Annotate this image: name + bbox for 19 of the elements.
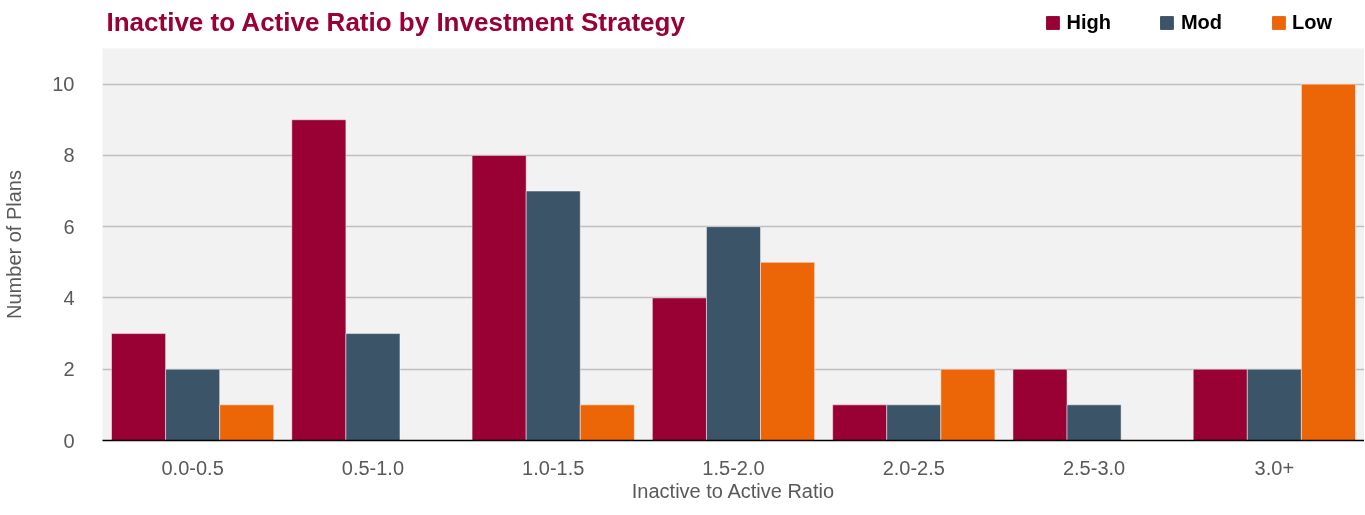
legend-label: High [1066,10,1111,34]
y-tick-label: 2 [63,358,75,381]
y-tick-label: 4 [63,286,75,309]
x-tick-label: 0.0-0.5 [161,456,224,479]
legend-label: Low [1292,10,1332,34]
y-axis-title: Number of Plans [3,170,26,319]
x-tick-label: 2.0-2.5 [882,456,945,479]
y-tick-label: 8 [63,144,75,167]
y-tick-label: 10 [52,73,75,96]
x-axis-title: Inactive to Active Ratio [631,479,835,502]
y-tick-label: 0 [63,429,75,452]
chart-title: Inactive to Active Ratio by Investment Strategy [106,6,686,37]
x-tick-label: 2.5-3.0 [1062,456,1126,479]
y-tick-label: 6 [63,215,75,238]
x-tick-label: 0.5-1.0 [341,456,405,479]
x-tick-label: 1.0-1.5 [522,456,585,479]
x-tick-label: 3.0+ [1254,456,1295,479]
legend-label: Mod [1180,10,1222,34]
x-tick-label: 1.5-2.0 [702,456,765,479]
